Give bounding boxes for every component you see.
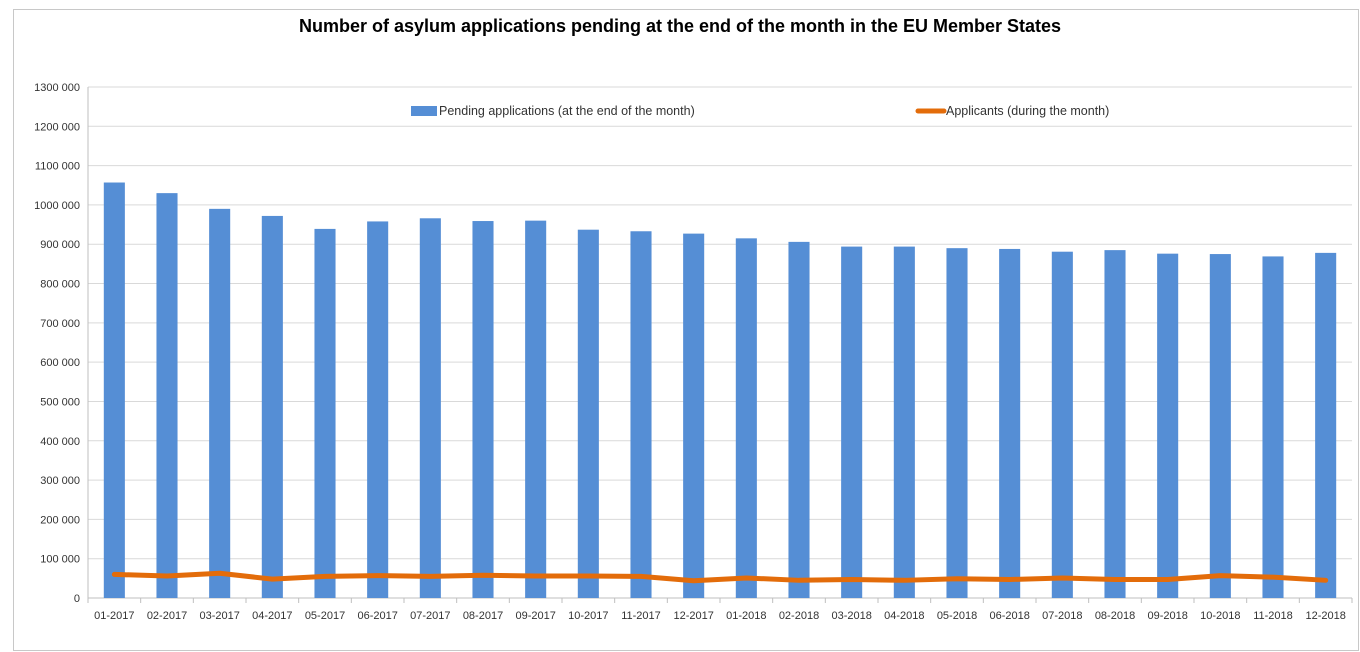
bar-pending-applications [1315,252,1337,598]
x-tick-label: 11-2017 [621,610,661,622]
bar-pending-applications [156,193,178,598]
line-applicants [111,570,1329,584]
y-tick-label: 0 [74,593,80,605]
x-tick-label: 08-2017 [463,610,503,622]
bar-pending-applications [1262,256,1284,598]
y-tick-label: 500 000 [40,396,80,408]
x-tick-label: 03-2018 [831,610,871,622]
bar-pending-applications [577,229,599,598]
bar-pending-applications [999,248,1021,598]
x-tick-label: 06-2017 [357,610,397,622]
bar-pending-applications [1209,254,1231,599]
x-tick-label: 02-2018 [779,610,819,622]
chart-title: Number of asylum applications pending at… [298,16,1062,36]
bar-pending-applications [1104,250,1126,598]
y-tick-label: 800 000 [40,279,80,291]
bar-pending-applications [209,208,231,598]
x-tick-label: 12-2017 [673,610,713,622]
bar-pending-applications [314,228,336,599]
y-tick-label: 1000 000 [34,200,80,212]
x-tick-label: 05-2017 [305,610,345,622]
x-tick-label: 04-2018 [884,610,924,622]
x-tick-label: 09-2018 [1147,610,1187,622]
bar-pending-applications [261,215,283,598]
bar-pending-applications [788,241,810,598]
x-tick-label: 10-2017 [568,610,608,622]
x-tick-label: 01-2018 [726,610,766,622]
y-tick-label: 1100 000 [35,161,80,173]
x-tick-label: 07-2017 [410,610,450,622]
x-tick-label: 05-2018 [937,610,977,622]
x-tick-label: 12-2018 [1305,610,1345,622]
y-tick-label: 300 000 [40,475,80,487]
bar-pending-applications [841,246,863,598]
bar-pending-applications [683,233,705,599]
x-tick-label: 02-2017 [147,610,187,622]
bar-pending-applications [472,221,494,598]
x-tick-label: 04-2017 [252,610,292,622]
legend-swatch-pending [411,106,437,116]
bar-pending-applications [1051,251,1073,599]
bar-pending-applications [525,220,547,598]
x-tick-label: 01-2017 [94,610,134,622]
x-tick-label: 11-2018 [1253,610,1293,622]
x-tick-label: 10-2018 [1200,610,1240,622]
y-tick-label: 1200 000 [34,121,80,133]
x-tick-label: 08-2018 [1095,610,1135,622]
y-tick-label: 900 000 [40,239,80,251]
x-tick-label: 09-2017 [515,610,555,622]
y-tick-label: 100 000 [40,554,80,566]
x-tick-label: 07-2018 [1042,610,1082,622]
x-tick-label: 03-2017 [199,610,239,622]
y-tick-label: 600 000 [40,357,80,369]
bar-pending-applications [419,218,441,598]
bar-pending-applications [946,248,968,598]
y-tick-label: 700 000 [40,318,80,330]
y-tick-label: 1300 000 [34,82,80,94]
bar-pending-applications [893,246,915,598]
bar-pending-applications [735,238,757,599]
bar-pending-applications [630,231,652,599]
legend-label-applicants: Applicants (during the month) [946,104,1109,118]
bar-pending-applications [367,221,389,598]
x-tick-label: 06-2018 [989,610,1029,622]
y-tick-label: 200 000 [40,514,80,526]
y-tick-label: 400 000 [40,436,80,448]
bar-pending-applications [1157,253,1179,598]
legend-label-pending: Pending applications (at the end of the … [439,104,695,118]
bar-pending-applications [103,182,125,598]
